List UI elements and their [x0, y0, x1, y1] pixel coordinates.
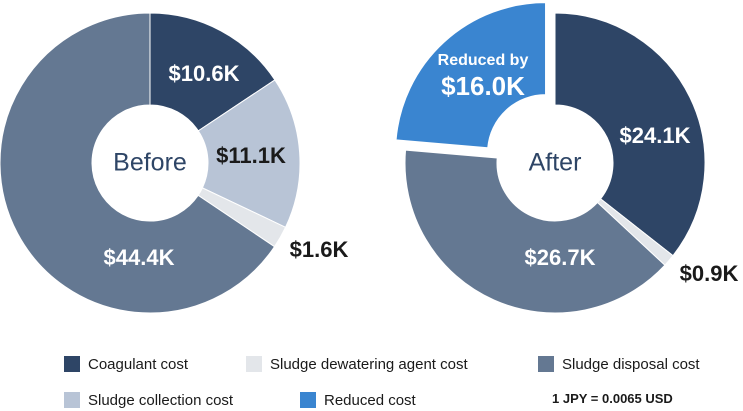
- exchange-rate-note: 1 JPY = 0.0065 USD: [552, 391, 673, 406]
- slice-label-reduced-cost: $16.0K: [441, 71, 525, 101]
- slice-label-sludge-dewatering-agent-cost: $1.6K: [290, 237, 349, 262]
- center-label-before: Before: [113, 149, 187, 177]
- legend-label: Sludge dewatering agent cost: [270, 355, 468, 373]
- slice-reduced-cost: [395, 2, 547, 149]
- slice-label-sludge-disposal-cost: $44.4K: [104, 245, 175, 270]
- slice-label-sludge-disposal-cost: $26.7K: [525, 245, 596, 270]
- donut-hole: [497, 105, 613, 221]
- after-donut-chart: After $24.1K $0.9K $26.7K Reduced by $16.0K: [395, 2, 739, 314]
- slice-coagulant-cost: [554, 12, 706, 257]
- donut-charts: Before $10.6K $11.1K $1.6K $44.4K After $24.1…: [0, 2, 739, 314]
- legend-item-coagulant-cost: Coagulant cost: [64, 353, 188, 375]
- legend-swatch-reduced: [300, 392, 316, 408]
- legend-label: Sludge disposal cost: [562, 355, 700, 373]
- legend-item-sludge-disposal-cost: Sludge disposal cost: [538, 353, 700, 375]
- legend-item-sludge-dewatering-agent-cost: Sludge dewatering agent cost: [246, 353, 468, 375]
- slice-label-sludge-collection-cost: $11.1K: [216, 143, 286, 168]
- before-donut-chart: Before $10.6K $11.1K $1.6K $44.4K: [0, 12, 349, 314]
- slice-coagulant-cost: [149, 12, 276, 132]
- legend-label: Coagulant cost: [88, 355, 189, 373]
- legend-swatch-disposal: [538, 356, 554, 372]
- slice-label-sludge-dewatering-agent-cost: $0.9K: [680, 261, 739, 286]
- slice-label-coagulant-cost: $24.1K: [620, 123, 691, 148]
- legend-swatch-coagulant: [64, 356, 80, 372]
- legend-swatch-dewatering: [246, 356, 262, 372]
- center-label-after: After: [529, 149, 582, 177]
- legend-label: Reduced cost: [324, 391, 416, 409]
- slice-label-coagulant-cost: $10.6K: [169, 61, 240, 86]
- legend-swatch-collection: [64, 392, 80, 408]
- legend: Coagulant cost Sludge dewatering agent c…: [0, 346, 743, 411]
- legend-label: Sludge collection cost: [88, 391, 234, 409]
- donut-hole: [92, 105, 208, 221]
- legend-item-reduced-cost: Reduced cost: [300, 389, 416, 411]
- legend-item-sludge-collection-cost: Sludge collection cost: [64, 389, 233, 411]
- slice-label-prefix: Reduced by: [438, 52, 529, 69]
